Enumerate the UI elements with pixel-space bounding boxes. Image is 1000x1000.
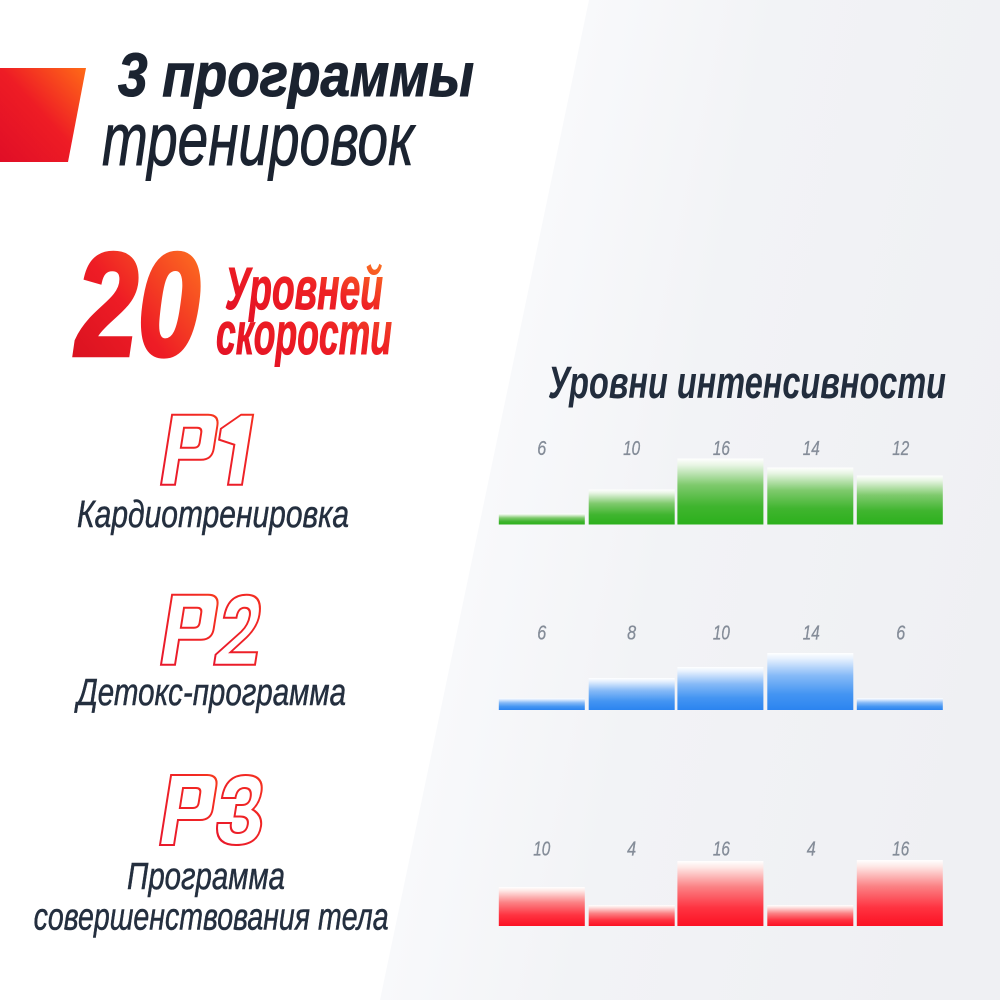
svg-text:Детокс-программа: Детокс-программа — [74, 672, 346, 714]
svg-text:Кардиотренировка: Кардиотренировка — [77, 494, 349, 536]
svg-text:14: 14 — [803, 623, 820, 645]
svg-text:6: 6 — [537, 438, 547, 460]
svg-text:10: 10 — [533, 839, 550, 861]
svg-text:3 программы: 3 программы — [118, 41, 474, 110]
svg-text:Уровни интенсивности: Уровни интенсивности — [548, 357, 946, 408]
svg-text:20: 20 — [74, 223, 200, 386]
svg-text:6: 6 — [537, 623, 547, 645]
svg-text:Уровней: Уровней — [225, 256, 383, 322]
svg-text:4: 4 — [627, 839, 636, 861]
svg-text:10: 10 — [713, 623, 730, 645]
svg-text:12: 12 — [892, 438, 909, 460]
svg-text:16: 16 — [713, 839, 731, 861]
svg-text:16: 16 — [713, 438, 731, 460]
svg-text:4: 4 — [807, 839, 816, 861]
svg-text:10: 10 — [623, 438, 640, 460]
svg-text:совершенствования тела: совершенствования тела — [34, 897, 389, 939]
svg-text:6: 6 — [896, 623, 906, 645]
svg-text:тренировок: тренировок — [102, 98, 416, 181]
svg-text:14: 14 — [803, 438, 820, 460]
svg-text:16: 16 — [892, 839, 910, 861]
svg-text:скорости: скорости — [216, 301, 392, 367]
svg-text:8: 8 — [627, 623, 636, 645]
svg-text:Программа: Программа — [127, 856, 285, 898]
